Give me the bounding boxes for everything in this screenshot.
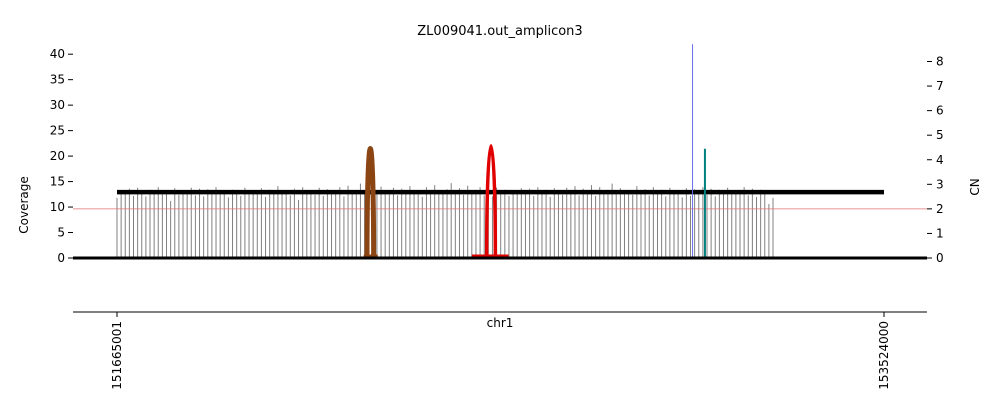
x-axis-label: chr1 <box>487 316 514 330</box>
x-tick-label: 153524000 <box>877 321 891 390</box>
y-axis-label-right: CN <box>968 178 982 195</box>
x-tick-label: 151665001 <box>110 321 124 390</box>
coverage-bars <box>116 183 774 258</box>
left-tick-label: 10 <box>50 200 65 214</box>
vertical-markers <box>692 44 706 258</box>
chart-title: ZL009041.out_amplicon3 <box>417 24 582 39</box>
right-tick-label: 1 <box>936 226 944 240</box>
breakpoint-arc <box>364 145 377 259</box>
right-tick-label: 0 <box>936 251 944 265</box>
left-tick-label: 25 <box>50 124 65 138</box>
breakpoint-arc <box>484 144 498 259</box>
right-y-axis: 0 1 2 3 4 5 6 7 8 <box>927 55 944 265</box>
left-tick-label: 5 <box>57 226 65 240</box>
breakpoint-arcs <box>363 144 509 259</box>
y-axis-label-left: Coverage <box>17 176 31 234</box>
right-tick-label: 4 <box>936 153 944 167</box>
right-tick-label: 5 <box>936 128 944 142</box>
right-tick-label: 7 <box>936 79 944 93</box>
left-y-axis: 0 5 10 15 20 25 30 35 40 <box>50 47 73 265</box>
left-tick-label: 30 <box>50 98 65 112</box>
x-axis: 151665001 153524000 <box>73 311 927 390</box>
left-tick-label: 35 <box>50 73 65 87</box>
right-tick-label: 8 <box>936 55 944 69</box>
left-tick-label: 20 <box>50 149 65 163</box>
left-tick-label: 40 <box>50 47 65 61</box>
left-tick-label: 0 <box>57 251 65 265</box>
right-tick-label: 2 <box>936 202 944 216</box>
right-tick-label: 6 <box>936 104 944 118</box>
right-tick-label: 3 <box>936 177 944 191</box>
left-tick-label: 15 <box>50 175 65 189</box>
